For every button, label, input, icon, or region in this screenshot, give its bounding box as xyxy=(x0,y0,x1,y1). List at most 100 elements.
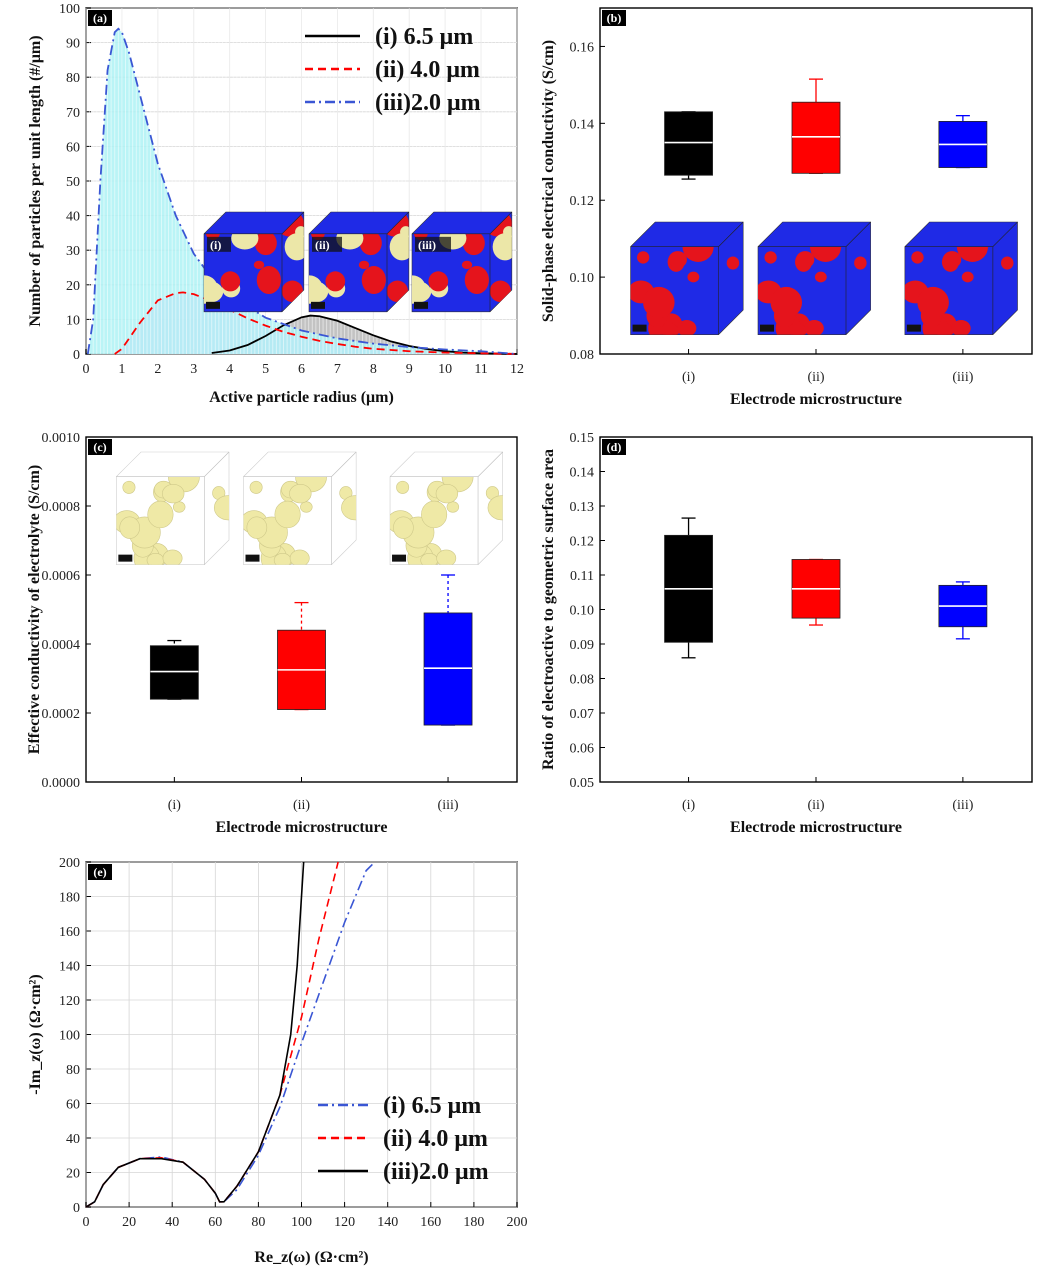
cube-edge xyxy=(281,211,305,235)
e-x-tick-label: 60 xyxy=(208,1215,222,1230)
a-y-tick-label: 10 xyxy=(66,313,80,328)
a-y-tick-label: 20 xyxy=(66,279,80,294)
particle xyxy=(764,251,777,264)
particle xyxy=(436,549,457,565)
legend: (i) 6.5 μm (ii) 4.0 μm (iii)2.0 μm xyxy=(318,1093,489,1185)
e-y-tick-label: 200 xyxy=(59,856,80,871)
particle xyxy=(428,271,449,292)
box-(i) xyxy=(664,111,713,180)
particle xyxy=(788,323,806,335)
particle xyxy=(643,286,675,319)
e-x-tick-label: 120 xyxy=(334,1215,355,1230)
panel-tag-b: (b) xyxy=(607,11,622,25)
scale-bar xyxy=(392,554,407,562)
microstructure-cube-b2 xyxy=(904,221,1018,335)
legend-label-2: (iii)2.0 μm xyxy=(375,90,481,116)
particle xyxy=(951,319,971,335)
particle xyxy=(854,256,867,270)
y-axis-label-e: -Im_z(ω) (Ω·cm²) xyxy=(27,974,44,1094)
microstructure-cube-c2 xyxy=(389,451,503,565)
legend-label-2: (iii)2.0 μm xyxy=(383,1159,489,1185)
cube-edge xyxy=(386,211,410,235)
e-x-tick-label: 180 xyxy=(463,1215,484,1230)
c-category-label-2: (iii) xyxy=(438,798,459,813)
e-y-tick-label: 40 xyxy=(66,1132,80,1147)
particle xyxy=(435,483,459,504)
box-iqr xyxy=(149,645,199,700)
x-axis-label-a: Active particle radius (μm) xyxy=(209,389,394,406)
scale-bar xyxy=(414,301,428,309)
scale-bar xyxy=(760,324,774,332)
c-category-label-0: (i) xyxy=(168,798,182,813)
particle xyxy=(814,271,827,283)
scale-bar xyxy=(245,554,260,562)
b-category-label-0: (i) xyxy=(682,370,696,385)
x-axis-label-c: Electrode microstructure xyxy=(216,819,388,836)
d-category-label-2: (iii) xyxy=(952,798,973,813)
box-(i) xyxy=(149,639,199,700)
e-y-tick-label: 60 xyxy=(66,1098,80,1113)
scale-bar xyxy=(118,554,133,562)
box-(iii) xyxy=(423,574,473,726)
b-category-label-1: (ii) xyxy=(807,370,824,385)
particle xyxy=(462,231,485,256)
y-axis-label-d: Ratio of electroactive to geometric surf… xyxy=(540,449,557,770)
c-y-tick-label: 0.0010 xyxy=(42,431,81,446)
cube-particles xyxy=(204,212,304,304)
box-(iii) xyxy=(938,114,988,169)
d-y-tick-label: 0.13 xyxy=(570,500,595,515)
panel-c: 0.0000 0.0002 0.0004 0.0006 0.0008 0.0010 (i) (… xyxy=(26,431,518,836)
c-category-label-1: (ii) xyxy=(293,798,310,813)
e-y-tick-label: 100 xyxy=(59,1029,80,1044)
particle xyxy=(795,251,815,269)
a-x-tick-label: 11 xyxy=(474,362,487,377)
particle xyxy=(361,266,386,295)
d-y-tick-label: 0.08 xyxy=(570,673,595,688)
cube-edge xyxy=(331,451,357,477)
cube-label: (iii) xyxy=(418,238,436,252)
particle xyxy=(804,319,824,335)
particle xyxy=(770,286,803,319)
a-y-tick-label: 40 xyxy=(66,210,80,225)
particle xyxy=(446,501,460,513)
particle xyxy=(119,516,141,539)
panel-tag-box xyxy=(602,10,626,26)
particle xyxy=(464,266,489,295)
cube-label: (i) xyxy=(210,238,221,252)
y-axis-label-a: Number of particles per unit length (#/μ… xyxy=(27,35,44,326)
d-category-label-1: (ii) xyxy=(807,798,824,813)
b-y-tick-label: 0.12 xyxy=(570,194,595,209)
microstructure-cube-b1 xyxy=(757,221,871,335)
box-(ii) xyxy=(791,558,841,626)
particle xyxy=(412,275,427,304)
particle xyxy=(249,480,263,494)
particle xyxy=(917,286,949,319)
d-y-tick-label: 0.15 xyxy=(570,431,595,446)
particle xyxy=(204,275,219,304)
a-x-tick-label: 10 xyxy=(438,362,452,377)
c-y-tick-label: 0.0000 xyxy=(42,776,81,791)
x-axis-label-b: Electrode microstructure xyxy=(730,391,902,408)
panel-tag-c: (c) xyxy=(93,440,106,454)
microstructure-cube-a1: (ii) xyxy=(308,211,410,313)
b-category-label-2: (iii) xyxy=(952,370,973,385)
particle xyxy=(489,280,512,303)
particle xyxy=(359,231,382,256)
microstructure-cube-a2: (iii) xyxy=(411,211,513,313)
y-axis-label-b: Solid-phase electrical conductivity (S/c… xyxy=(540,40,557,322)
particle xyxy=(726,256,740,270)
particle xyxy=(147,500,174,529)
particle xyxy=(325,271,346,292)
a-x-tick-label: 6 xyxy=(298,362,305,377)
particle xyxy=(220,271,241,292)
d-category-label-0: (i) xyxy=(682,798,696,813)
impedance-curve-2 xyxy=(85,861,305,1208)
e-y-tick-label: 180 xyxy=(59,891,80,906)
panel-tag-box xyxy=(602,439,626,455)
particle xyxy=(273,552,292,565)
d-y-tick-label: 0.09 xyxy=(570,638,595,653)
cube-label-bg xyxy=(312,236,342,252)
a-y-tick-label: 30 xyxy=(66,244,80,259)
e-x-tick-label: 80 xyxy=(251,1215,265,1230)
